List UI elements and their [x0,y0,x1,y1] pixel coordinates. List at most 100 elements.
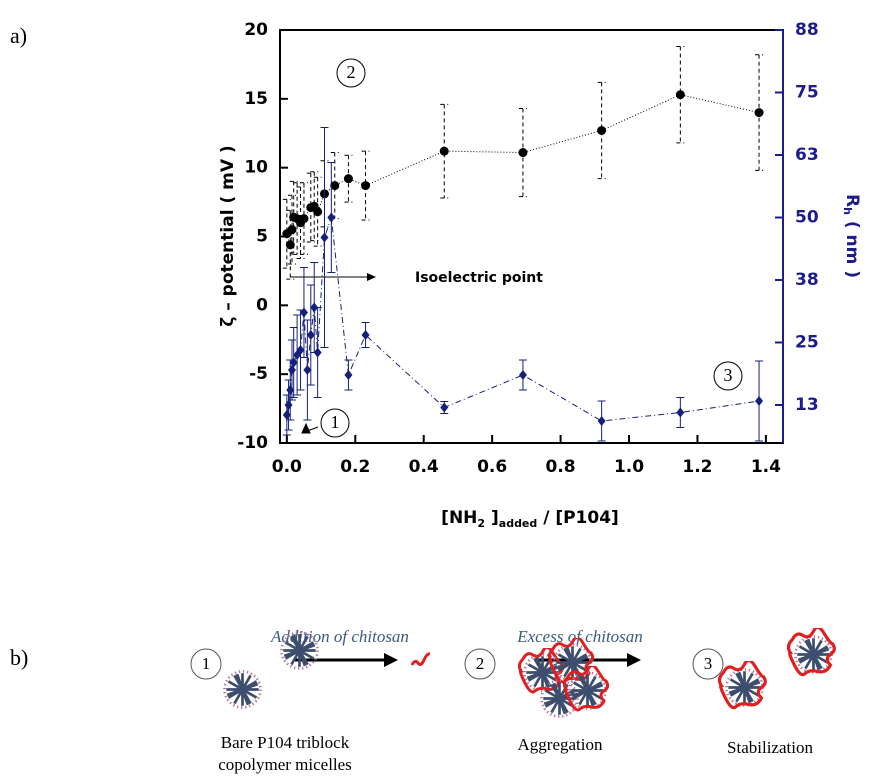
x-label-sub: added [499,517,538,530]
data-point [313,207,323,217]
chitosan [410,652,431,666]
y2-axis-label: Rh ( nm ) [841,194,862,278]
x-label-sub: 2 [477,517,485,530]
error-bar [313,176,322,247]
micelle [223,670,262,709]
data-point [320,232,329,243]
y-tick-label: 0 [256,295,268,315]
error-bar [286,209,295,280]
y2-label-sub: h [841,207,854,215]
x-label-part: ] [485,508,499,528]
x-tick-label: 1.0 [614,457,644,477]
data-point [755,396,764,406]
data-point [285,240,295,250]
data-point [327,212,336,223]
y2-tick-label: 63 [795,145,819,165]
data-point [676,407,685,418]
y-tick-label: 5 [256,227,268,247]
data-point [597,416,606,426]
y2-tick-label: 88 [795,20,819,40]
data-point [344,370,353,380]
x-tick-label: 0.8 [546,457,576,477]
step-label: 2 [476,654,485,673]
x-tick-label: 0.2 [340,457,370,477]
error-bar [440,103,449,199]
caption: copolymer micelles [218,755,352,774]
y2-label-part: ( nm ) [842,215,862,278]
x-label-part: / [P104] [537,508,619,528]
annotation: 2 [347,62,356,82]
step-circle [464,648,496,680]
data-point [754,108,764,118]
data-point [518,148,528,158]
data-point [286,385,295,395]
annotation: 1 [331,412,340,432]
data-point [361,181,371,191]
plot-frame [279,29,784,444]
y2-tick-label: 75 [795,83,819,103]
data-point [330,181,340,191]
step-circle [692,648,724,680]
x-tick-label: 0.6 [477,457,507,477]
data-point [675,90,685,100]
y-tick-label: 15 [244,89,268,109]
error-bar [361,150,370,221]
data-point [303,365,312,375]
y-tick-label: -10 [237,433,268,453]
error-bar [306,172,315,243]
micelle [553,643,592,682]
panel-label: a) [10,23,27,48]
x-axis-label: [NH2 ]added / [P104] [441,508,619,530]
caption: Stabilization [727,738,813,757]
data-point [597,125,607,135]
data-point [299,214,309,224]
micelle [794,635,833,674]
error-bar [310,171,319,242]
y2-label-part: R [842,194,862,207]
error-bar [282,198,291,269]
annotation-circle [713,361,743,391]
panel-label: b) [10,645,28,670]
x-tick-label: 0.0 [272,457,302,477]
micelle [725,668,764,707]
y-axis-label: ζ – potential ( mV ) [218,145,238,326]
data-point [440,402,449,413]
y2-tick-label: 25 [795,333,819,353]
error-bar [676,46,685,144]
data-point [313,347,322,358]
annotation: Isoelectric point [415,270,543,286]
x-tick-label: 1.4 [751,457,781,477]
annotation-pointer [301,422,319,434]
data-point [289,357,298,368]
data-point [518,370,527,380]
data-point [361,330,370,340]
caption: Aggregation [518,735,603,754]
x-tick-label: 1.2 [682,457,712,477]
data-point [343,174,353,184]
arrow-label: Excess of chitosan [516,627,643,646]
data-point [284,400,293,410]
arrow-label: Addition of chitosan [270,627,409,646]
arrowhead [384,653,398,667]
data-point [287,225,297,235]
y2-tick-label: 13 [795,395,819,415]
caption: Bare P104 triblock [221,733,350,752]
arrowhead [367,273,376,281]
annotation-circle [336,58,366,88]
data-point [439,146,449,156]
step-label: 1 [202,654,211,673]
data-point [296,345,305,355]
error-bar [597,81,606,180]
annotation-circle [320,408,350,438]
step-label: 3 [704,654,713,673]
x-label-part: [NH [441,508,477,528]
data-point [310,302,319,313]
y-tick-label: 20 [244,20,268,40]
y-tick-label: -5 [249,364,268,384]
data-point [282,410,291,420]
data-point [287,365,296,375]
arrowhead [627,653,641,667]
x-tick-label: 0.4 [409,457,439,477]
